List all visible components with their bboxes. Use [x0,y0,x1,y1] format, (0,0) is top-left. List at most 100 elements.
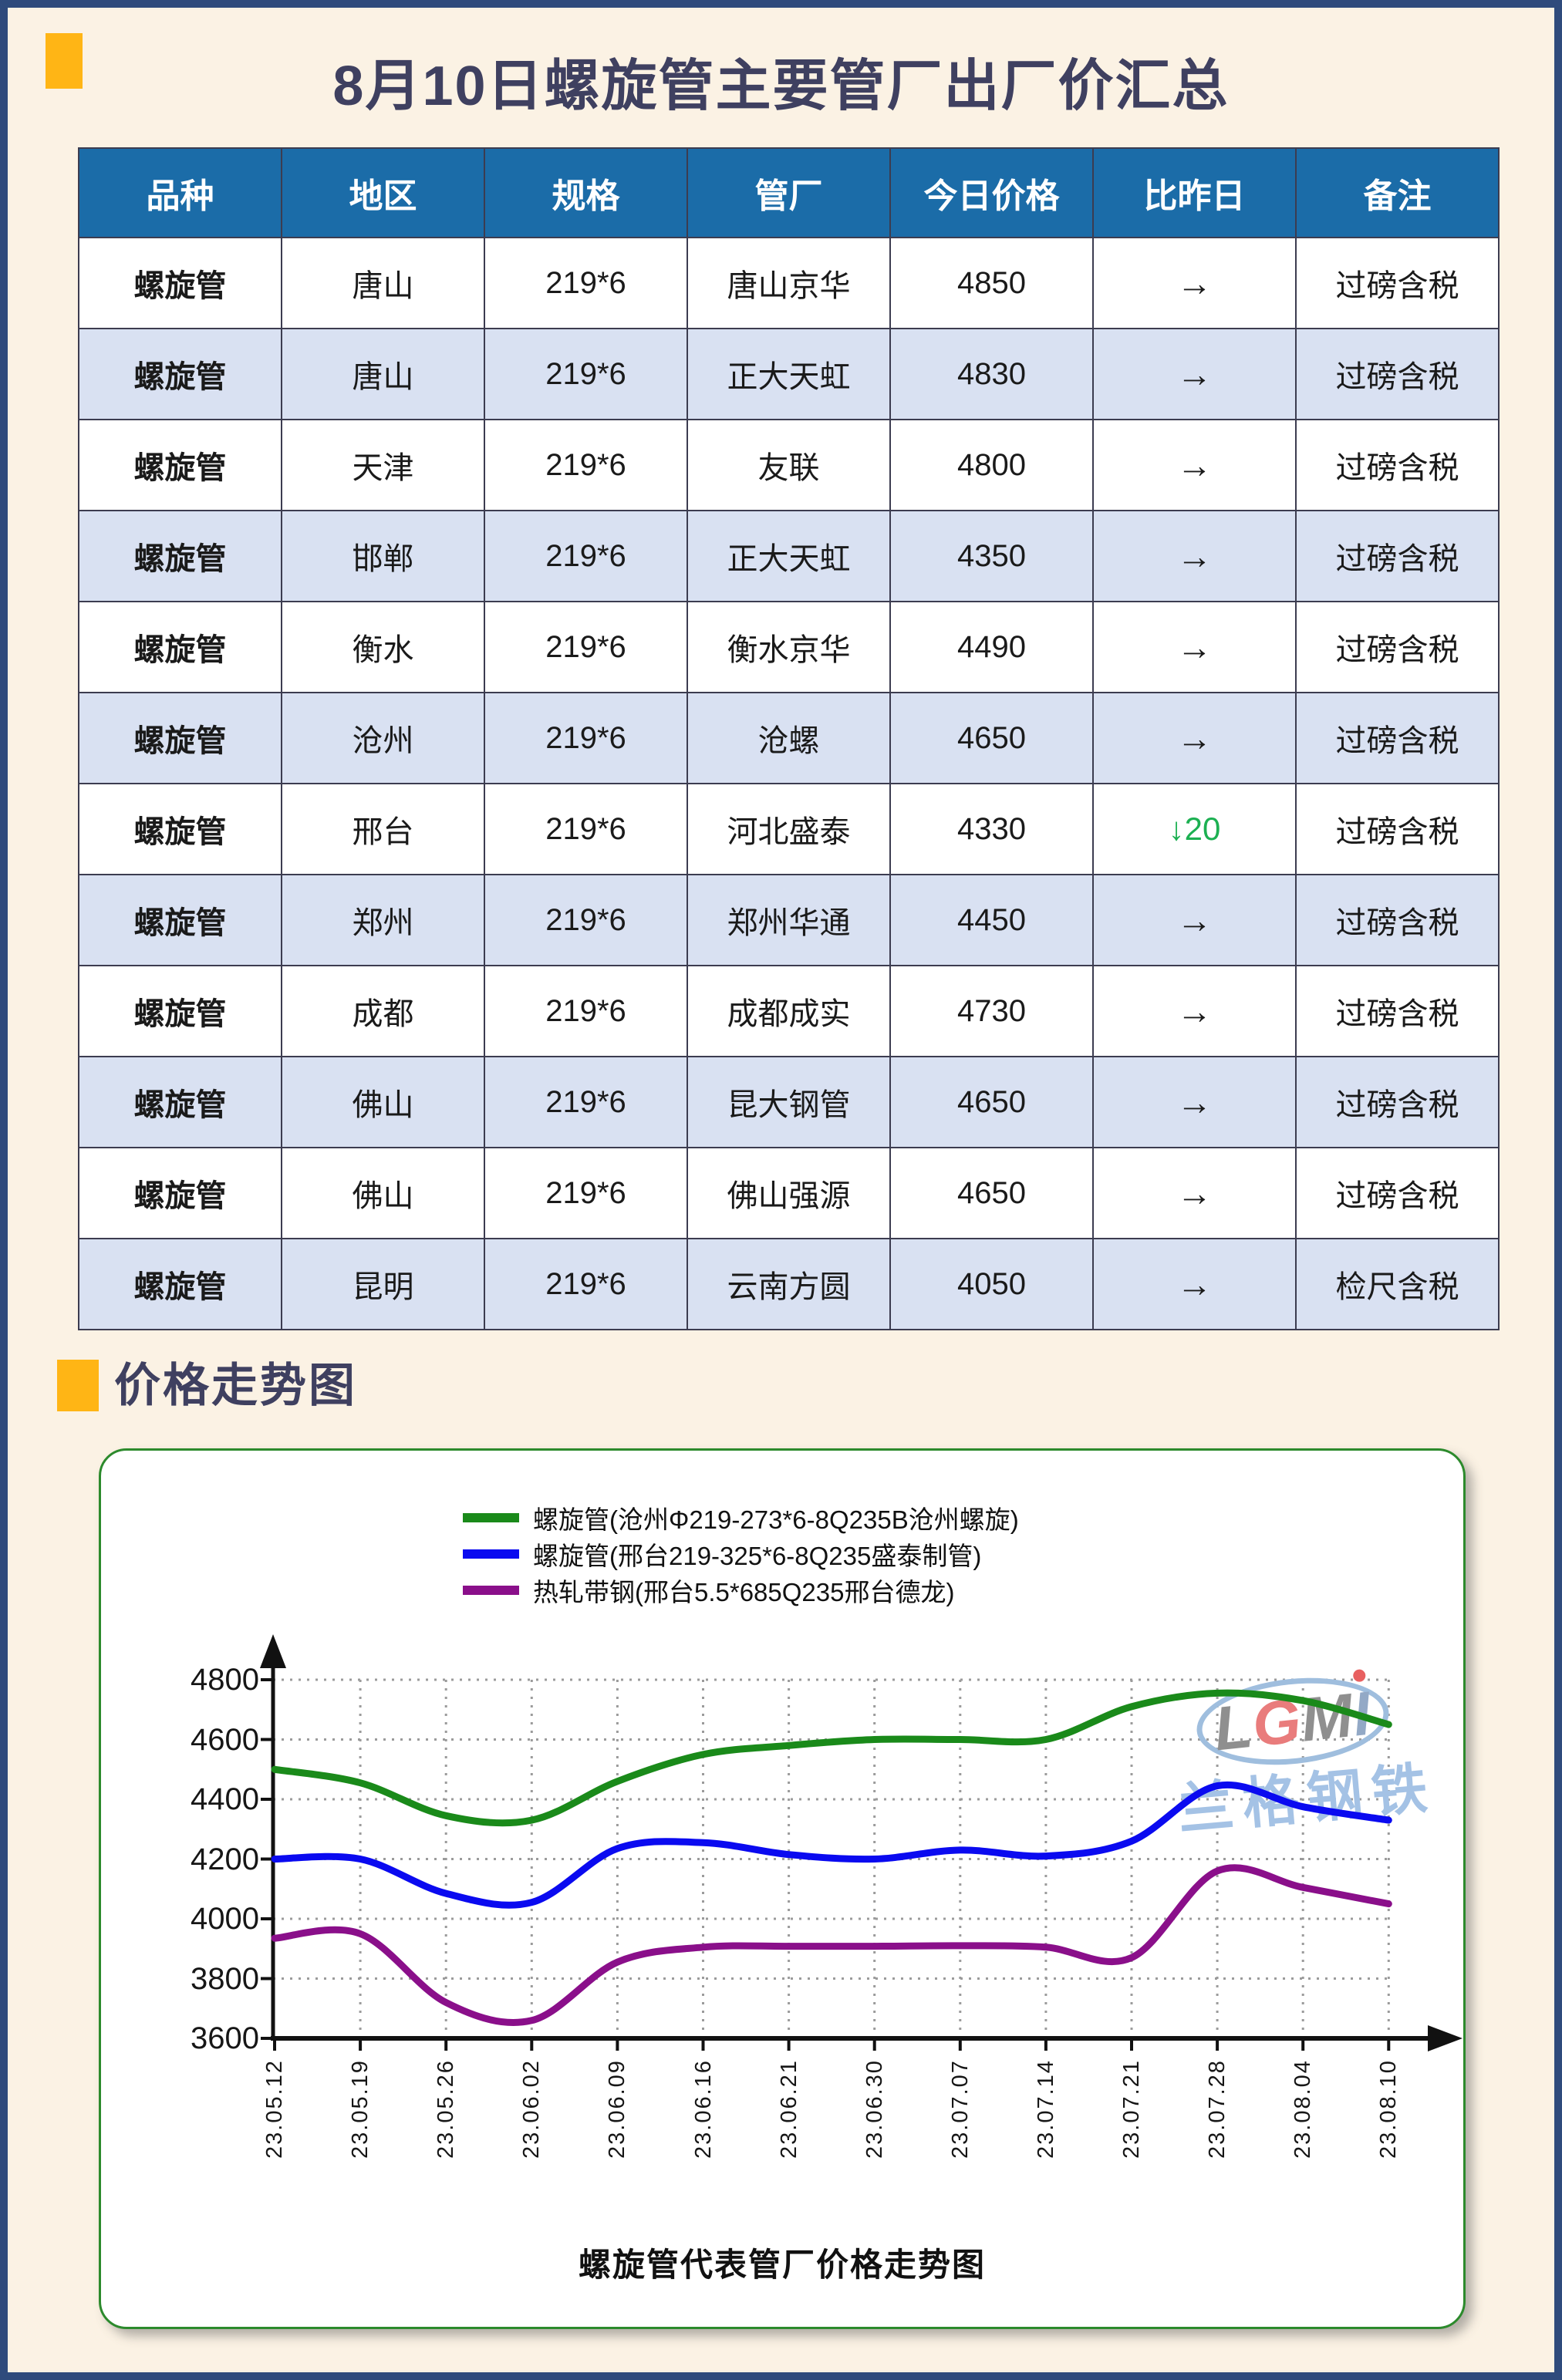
legend-label: 螺旋管(邢台219-325*6-8Q235盛泰制管) [533,1541,982,1570]
cell-region: 邯郸 [281,510,485,602]
cell-note: 检尺含税 [1295,1238,1500,1330]
cell-mill: 友联 [687,419,891,511]
cell-note: 过磅含税 [1295,874,1500,966]
cell-note: 过磅含税 [1295,510,1500,602]
cell-price: 4850 [889,237,1094,329]
cell-price: 4490 [889,601,1094,693]
cell-note: 过磅含税 [1295,237,1500,329]
cell-price: 4050 [889,1238,1094,1330]
cell-spec: 219*6 [484,510,688,602]
cell-variety: 螺旋管 [78,1238,282,1330]
cell-mill: 佛山强源 [687,1147,891,1239]
y-tick-label: 4000 [191,1902,259,1936]
legend-item: 热轧带钢(邢台5.5*685Q235邢台德龙) [463,1572,1019,1608]
cell-region: 佛山 [281,1147,485,1239]
x-tick-label: 23.05.12 [262,2059,287,2159]
lange-steel-watermark-text: 兰格钢铁 [1175,1757,1439,1842]
legend-label: 螺旋管(沧州Φ219-273*6-8Q235B沧州螺旋) [533,1505,1019,1534]
cell-change: → [1092,1147,1297,1239]
table-row: 螺旋管 唐山 219*6 正大天虹 4830 → 过磅含税 [78,328,1500,420]
cell-variety: 螺旋管 [78,1147,282,1239]
cell-note: 过磅含税 [1295,419,1500,511]
y-tick-label: 4800 [191,1663,259,1697]
x-tick-label: 23.07.28 [1205,2059,1230,2159]
cell-price: 4450 [889,874,1094,966]
x-tick-label: 23.06.02 [519,2059,545,2159]
cell-note: 过磅含税 [1295,1147,1500,1239]
cell-note: 过磅含税 [1295,692,1500,784]
legend-label: 热轧带钢(邢台5.5*685Q235邢台德龙) [533,1577,955,1606]
y-tick-label: 4400 [191,1782,259,1816]
chart-title: 螺旋管代表管厂价格走势图 [578,2247,986,2283]
cell-variety: 螺旋管 [78,237,282,329]
x-tick-label: 23.08.10 [1376,2059,1402,2159]
column-header-variety: 品种 [78,147,282,238]
cell-spec: 219*6 [484,1056,688,1148]
cell-price: 4830 [889,328,1094,420]
y-tick-label: 3600 [191,2021,259,2055]
y-tick-label: 4200 [191,1842,259,1876]
cell-price: 4800 [889,419,1094,511]
cell-price: 4650 [889,692,1094,784]
column-header-region: 地区 [281,147,485,238]
cell-price: 4330 [889,783,1094,875]
table-row: 螺旋管 郑州 219*6 郑州华通 4450 → 过磅含税 [78,874,1500,966]
cell-region: 沧州 [281,692,485,784]
price-table: 品种 地区 规格 管厂 今日价格 比昨日 备注 螺旋管 唐山 219*6 唐山京华 4850 → 过磅含… [78,147,1500,1330]
cell-mill: 衡水京华 [687,601,891,693]
cell-spec: 219*6 [484,965,688,1057]
cell-spec: 219*6 [484,328,688,420]
cell-variety: 螺旋管 [78,1056,282,1148]
cell-change: → [1092,874,1297,966]
cell-note: 过磅含税 [1295,783,1500,875]
watermark-red-dot [1352,1668,1367,1683]
cell-note: 过磅含税 [1295,965,1500,1057]
x-tick-label: 23.07.07 [947,2059,973,2159]
cell-mill: 河北盛泰 [687,783,891,875]
cell-note: 过磅含税 [1295,328,1500,420]
cell-mill: 正大天虹 [687,510,891,602]
x-tick-label: 23.08.04 [1290,2059,1316,2159]
cell-mill: 成都成实 [687,965,891,1057]
section-title: 价格走势图 [114,1360,357,1411]
legend-item: 螺旋管(沧州Φ219-273*6-8Q235B沧州螺旋) [463,1499,1019,1536]
cell-region: 成都 [281,965,485,1057]
column-header-price: 今日价格 [889,147,1094,238]
cell-price: 4350 [889,510,1094,602]
table-row: 螺旋管 邯郸 219*6 正大天虹 4350 → 过磅含税 [78,510,1500,602]
y-tick-label: 4600 [191,1722,259,1757]
cell-change: → [1092,692,1297,784]
cell-spec: 219*6 [484,1238,688,1330]
cell-region: 邢台 [281,783,485,875]
cell-region: 唐山 [281,237,485,329]
cell-note: 过磅含税 [1295,601,1500,693]
cell-mill: 唐山京华 [687,237,891,329]
x-tick-label: 23.05.19 [348,2059,373,2159]
cell-price: 4730 [889,965,1094,1057]
cell-change: → [1092,965,1297,1057]
x-tick-label: 23.06.16 [690,2059,716,2159]
cell-spec: 219*6 [484,692,688,784]
column-header-change: 比昨日 [1092,147,1297,238]
cell-variety: 螺旋管 [78,692,282,784]
table-row: 螺旋管 唐山 219*6 唐山京华 4850 → 过磅含税 [78,237,1500,329]
cell-note: 过磅含税 [1295,1056,1500,1148]
cell-variety: 螺旋管 [78,874,282,966]
x-tick-label: 23.06.09 [605,2059,630,2159]
cell-region: 昆明 [281,1238,485,1330]
cell-region: 天津 [281,419,485,511]
cell-spec: 219*6 [484,601,688,693]
cell-variety: 螺旋管 [78,601,282,693]
legend-item: 螺旋管(邢台219-325*6-8Q235盛泰制管) [463,1536,1019,1572]
cell-change: ↓20 [1092,783,1297,875]
x-tick-label: 23.06.30 [862,2059,887,2159]
cell-change: → [1092,510,1297,602]
cell-mill: 昆大钢管 [687,1056,891,1148]
cell-variety: 螺旋管 [78,419,282,511]
cell-variety: 螺旋管 [78,510,282,602]
table-row: 螺旋管 天津 219*6 友联 4800 → 过磅含税 [78,419,1500,511]
chart-legend: 螺旋管(沧州Φ219-273*6-8Q235B沧州螺旋) 螺旋管(邢台219-32… [463,1499,1019,1608]
cell-change: → [1092,601,1297,693]
